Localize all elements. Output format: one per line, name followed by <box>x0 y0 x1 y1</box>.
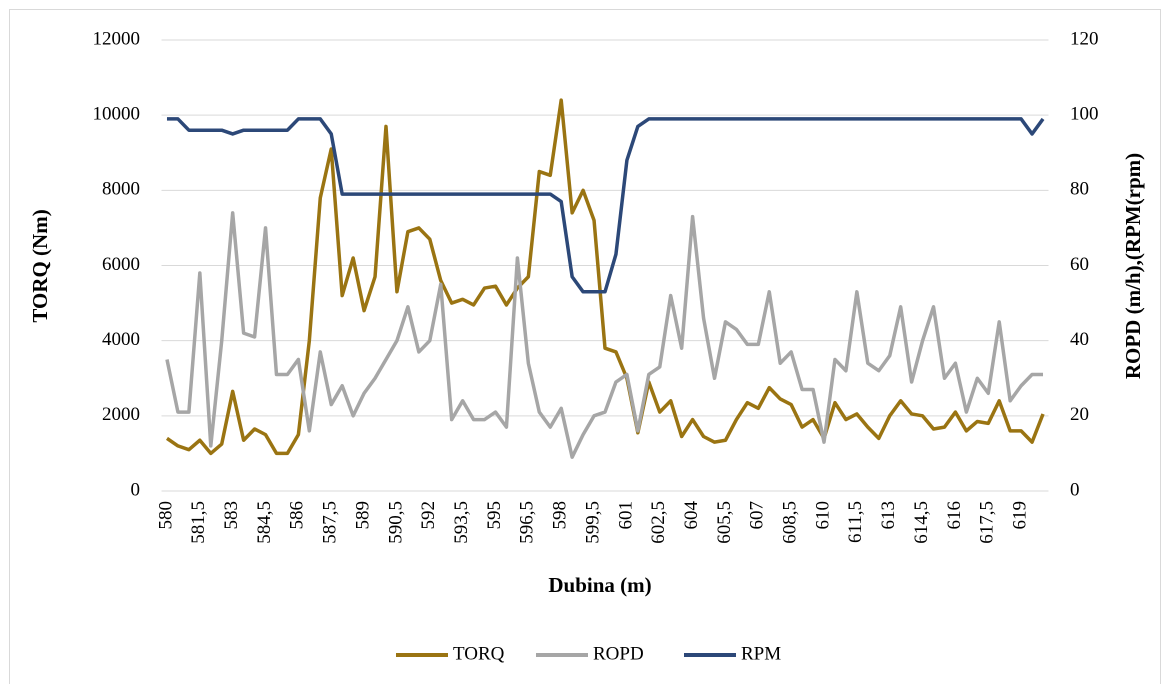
x-tick-label: 614,5 <box>911 501 932 544</box>
x-tick-label: 601 <box>615 501 636 530</box>
x-tick-label: 617,5 <box>977 501 998 544</box>
y-tick-label: 2000 <box>102 404 140 425</box>
x-tick-label: 586 <box>287 501 308 530</box>
y2-tick-label: 0 <box>1070 479 1080 500</box>
y-tick-label: 6000 <box>102 254 140 275</box>
y2-axis-title: ROPD (m/h),(RPM(rpm) <box>1121 153 1145 379</box>
y-tick-label: 8000 <box>102 179 140 200</box>
x-tick-label: 595 <box>484 501 505 530</box>
chart-frame <box>9 9 1161 684</box>
x-tick-label: 604 <box>681 501 702 530</box>
y2-tick-label: 100 <box>1070 104 1099 125</box>
legend-label: RPM <box>741 643 781 664</box>
x-tick-label: 599,5 <box>582 501 603 544</box>
y-tick-label: 10000 <box>93 104 141 125</box>
y2-tick-label: 60 <box>1070 254 1089 275</box>
series-line <box>165 98 1045 456</box>
x-tick-label: 592 <box>418 501 439 530</box>
x-tick-label: 590,5 <box>385 501 406 544</box>
y-axis-title: TORQ (Nm) <box>28 209 52 322</box>
x-tick-label: 593,5 <box>451 501 472 544</box>
y-tick-label: 4000 <box>102 329 140 350</box>
x-tick-label: 608,5 <box>780 501 801 544</box>
y-tick-label: 0 <box>131 479 141 500</box>
x-axis-title: Dubina (m) <box>548 573 651 597</box>
y2-tick-label: 80 <box>1070 179 1089 200</box>
x-tick-label: 611,5 <box>845 501 866 543</box>
x-tick-label: 583 <box>221 501 242 530</box>
x-tick-label: 613 <box>878 501 899 530</box>
x-tick-label: 602,5 <box>648 501 669 544</box>
y2-tick-label: 20 <box>1070 404 1089 425</box>
x-tick-label: 596,5 <box>517 501 538 544</box>
series-line <box>166 117 1045 294</box>
x-tick-label: 580 <box>155 501 176 530</box>
y2-tick-label: 120 <box>1070 28 1099 49</box>
series-line <box>165 211 1044 459</box>
x-tick-label: 619 <box>1009 501 1030 530</box>
x-tick-label: 607 <box>747 501 768 530</box>
x-tick-label: 616 <box>944 501 965 530</box>
x-tick-label: 587,5 <box>320 501 341 544</box>
x-tick-label: 589 <box>352 501 373 530</box>
y-tick-label: 12000 <box>93 28 141 49</box>
x-tick-label: 605,5 <box>714 501 735 544</box>
legend-label: TORQ <box>453 643 505 664</box>
legend-label: ROPD <box>593 643 644 664</box>
x-tick-label: 581,5 <box>188 501 209 544</box>
x-tick-label: 610 <box>812 501 833 530</box>
x-tick-label: 598 <box>550 501 571 530</box>
y2-tick-label: 40 <box>1070 329 1089 350</box>
x-tick-label: 584,5 <box>254 501 275 544</box>
